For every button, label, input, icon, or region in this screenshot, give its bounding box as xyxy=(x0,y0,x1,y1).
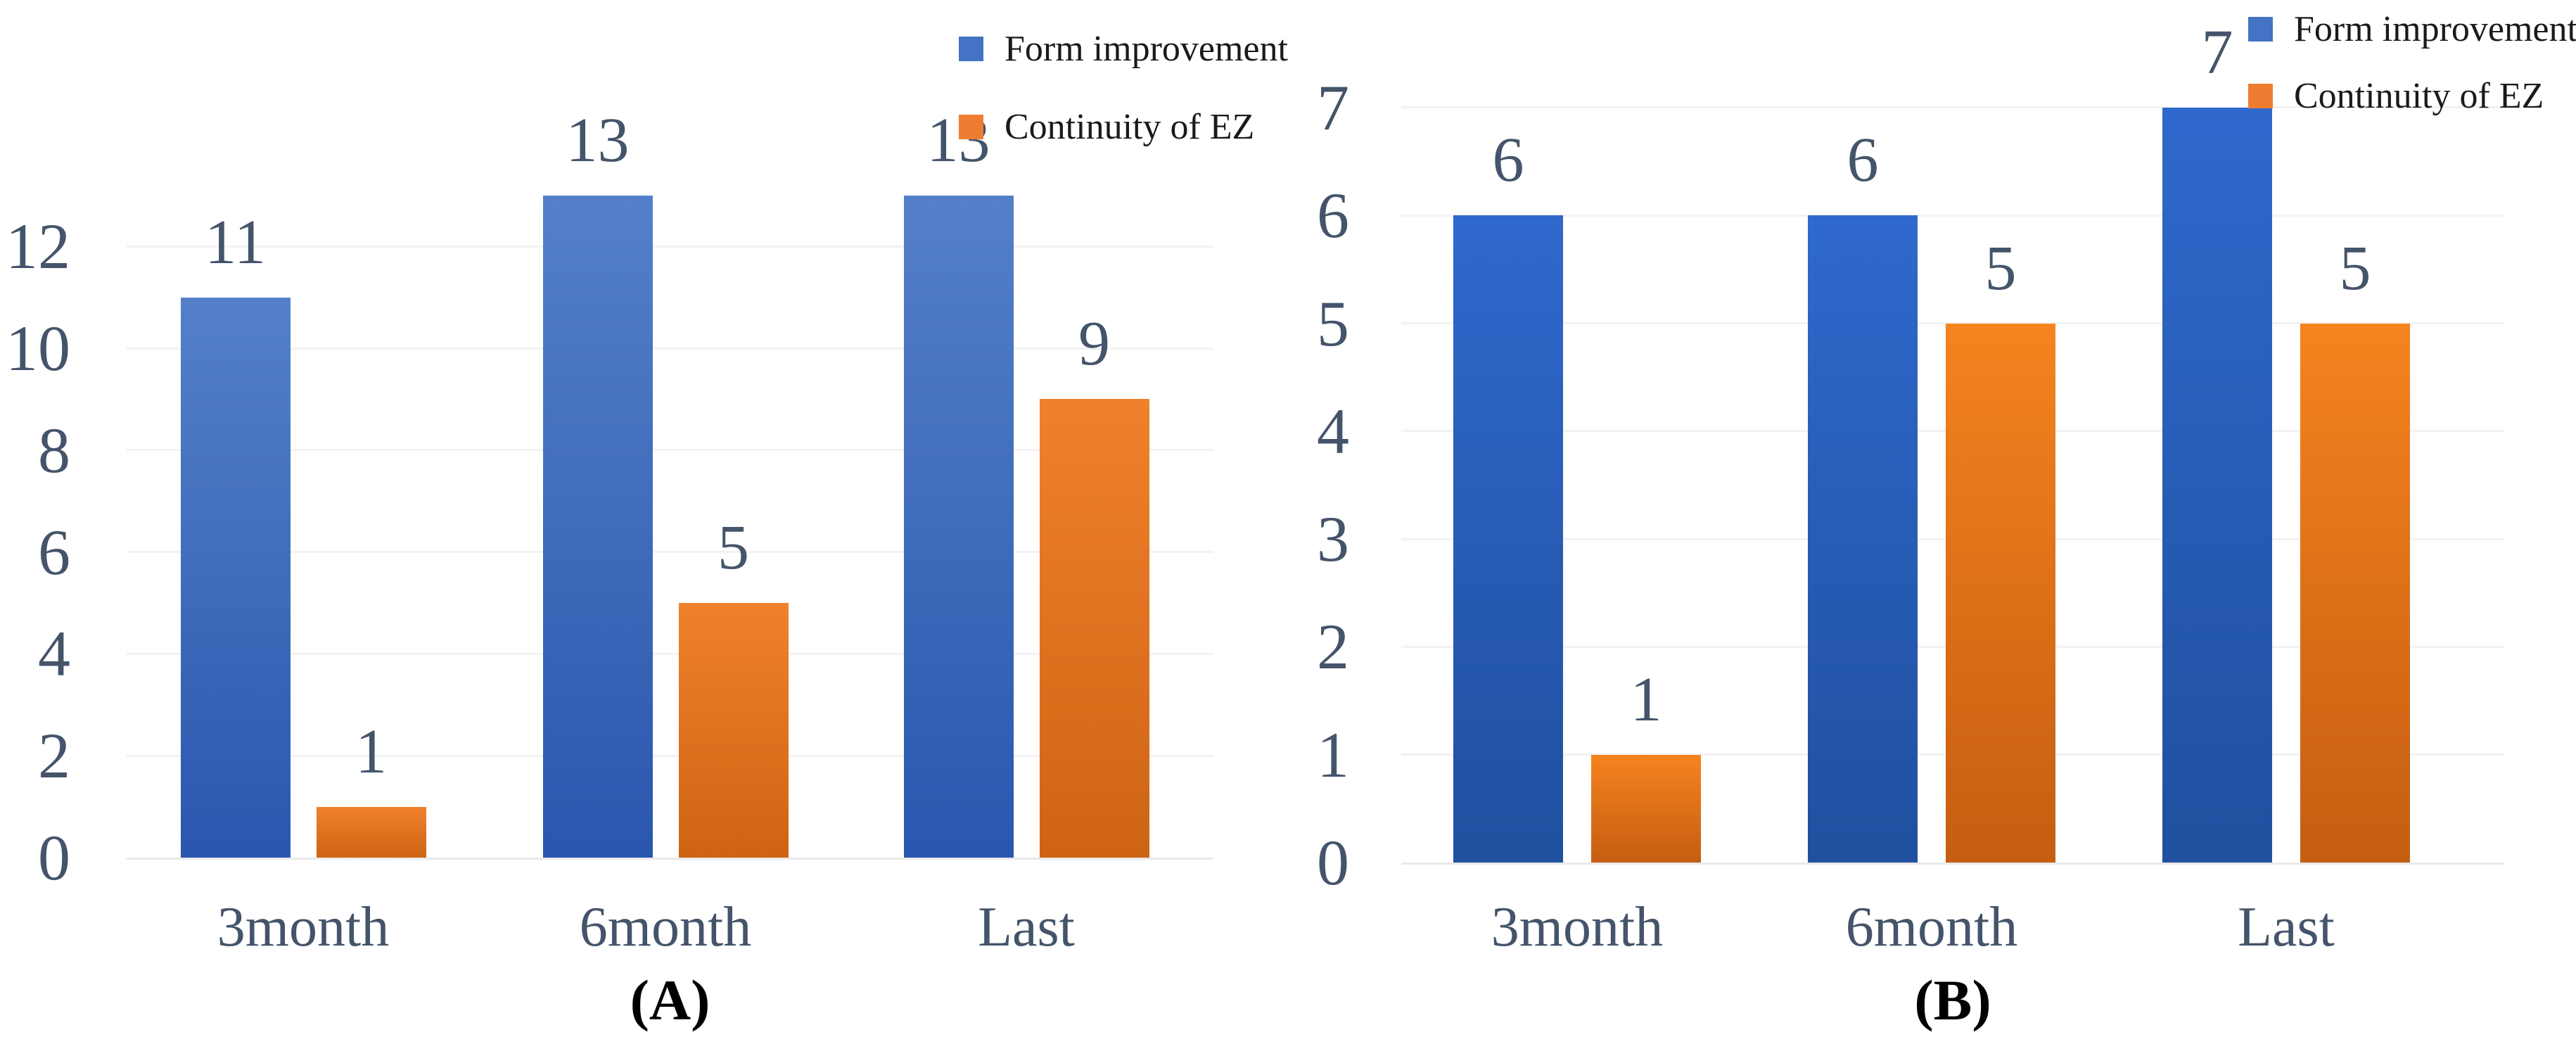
bar xyxy=(1946,323,2055,863)
gridline xyxy=(1401,106,2504,109)
legend-swatch-form-improvement-icon xyxy=(959,37,983,61)
bar xyxy=(180,297,291,858)
gridline xyxy=(127,245,1213,248)
y-axis-tick-label: 0 xyxy=(1317,827,1349,898)
data-label: 5 xyxy=(718,513,749,583)
y-axis-tick-label: 2 xyxy=(38,720,70,792)
y-axis-tick-label: 6 xyxy=(1317,179,1349,252)
gridline xyxy=(1401,214,2504,217)
y-axis-tick-label: 3 xyxy=(1317,503,1349,575)
chart-a: 0 2 4 6 8 10 12 11 1 3month 13 5 6month 13 9 Last Form … xyxy=(0,0,1288,1056)
legend-item: Form improvement xyxy=(959,28,1288,70)
legend-item: Continuity of EZ xyxy=(959,106,1288,148)
bar xyxy=(316,806,426,858)
bar xyxy=(1591,754,1701,863)
plot-area: 0 2 4 6 8 10 12 11 1 3month 13 5 6month 13 9 Last xyxy=(0,0,1287,1056)
x-axis-category-label: Last xyxy=(978,896,1075,958)
legend-swatch-continuity-of-ez-icon xyxy=(959,115,983,139)
gridline xyxy=(127,551,1213,554)
legend-label: Form improvement xyxy=(1005,29,1288,69)
y-axis-tick-label: 2 xyxy=(1317,611,1349,683)
data-label: 5 xyxy=(2339,233,2371,303)
x-axis-category-label: 6month xyxy=(1845,896,2018,958)
y-axis-tick-label: 8 xyxy=(38,414,70,486)
y-axis-tick-label: 4 xyxy=(38,618,70,690)
y-axis-tick-label: 12 xyxy=(6,210,70,283)
data-label: 13 xyxy=(566,105,630,175)
legend: Form improvement Continuity of EZ xyxy=(2248,8,2576,117)
legend-swatch-continuity-of-ez-icon xyxy=(2248,84,2273,108)
data-label: 1 xyxy=(1630,664,1662,734)
data-label: 5 xyxy=(1984,233,2017,303)
bar xyxy=(542,195,653,858)
gridline xyxy=(127,652,1213,655)
data-label: 7 xyxy=(2201,17,2233,87)
data-label: 6 xyxy=(1847,125,1879,196)
x-axis-line xyxy=(127,858,1213,860)
legend-label: Continuity of EZ xyxy=(1005,107,1255,147)
gridline xyxy=(127,347,1213,350)
bar xyxy=(1453,215,1563,863)
legend-label: Continuity of EZ xyxy=(2294,76,2544,116)
caption: (A) xyxy=(630,968,710,1032)
legend-item: Form improvement xyxy=(2248,8,2576,50)
y-axis-tick-label: 10 xyxy=(6,312,70,384)
y-axis-tick-label: 4 xyxy=(1317,395,1349,467)
y-axis-tick-label: 7 xyxy=(1317,71,1349,144)
x-axis-category-label: 3month xyxy=(1491,896,1664,958)
bar xyxy=(1808,215,1918,863)
y-axis-tick-label: 1 xyxy=(1317,718,1349,791)
bar xyxy=(2162,107,2272,863)
data-label: 11 xyxy=(205,207,266,277)
caption: (B) xyxy=(1914,968,1991,1032)
gridline xyxy=(127,449,1213,452)
y-axis-tick-label: 0 xyxy=(38,822,70,893)
bar xyxy=(678,603,789,858)
gridline xyxy=(127,754,1213,757)
legend: Form improvement Continuity of EZ xyxy=(959,28,1288,148)
legend-label: Form improvement xyxy=(2294,9,2576,49)
plot-area: 0 1 2 3 4 5 6 7 6 1 3month 6 5 6month 7 5 Last xyxy=(1287,0,2576,1056)
y-axis-tick-label: 5 xyxy=(1317,287,1349,360)
data-label: 9 xyxy=(1078,309,1110,379)
bar xyxy=(1039,399,1149,858)
bar xyxy=(2300,323,2410,863)
data-label: 6 xyxy=(1492,125,1524,196)
legend-swatch-form-improvement-icon xyxy=(2248,17,2273,42)
legend-item: Continuity of EZ xyxy=(2248,75,2576,117)
data-label: 1 xyxy=(355,716,387,787)
x-axis-line xyxy=(1401,863,2504,865)
chart-b: 0 1 2 3 4 5 6 7 6 1 3month 6 5 6month 7 5 Last Form impr… xyxy=(1287,0,2576,1056)
x-axis-category-label: 3month xyxy=(217,896,390,958)
x-axis-category-label: Last xyxy=(2238,896,2335,958)
bar xyxy=(903,195,1014,858)
y-axis-tick-label: 6 xyxy=(38,516,70,588)
x-axis-category-label: 6month xyxy=(579,896,752,958)
